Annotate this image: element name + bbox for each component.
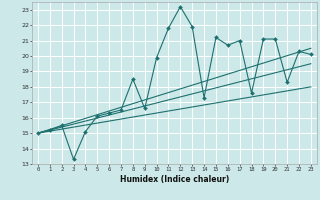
X-axis label: Humidex (Indice chaleur): Humidex (Indice chaleur) <box>120 175 229 184</box>
